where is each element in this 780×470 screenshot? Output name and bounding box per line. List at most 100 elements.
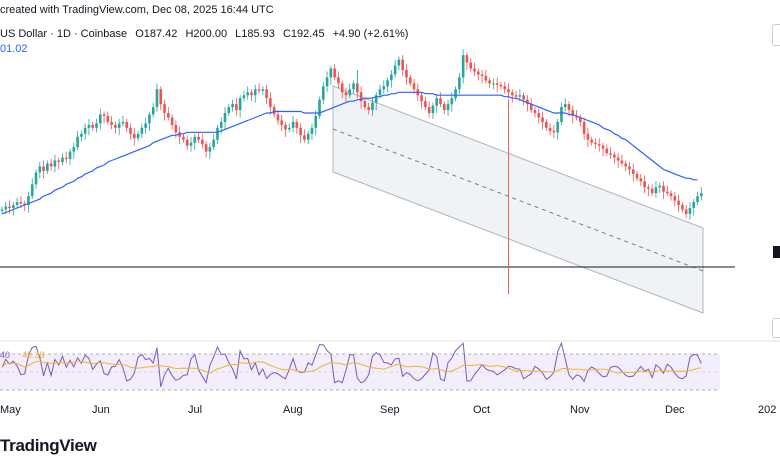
candle-body — [499, 84, 503, 87]
candle-body — [295, 121, 299, 128]
candle-body — [681, 205, 684, 210]
candle-body — [435, 98, 438, 106]
candle-body — [688, 208, 692, 214]
candle-body — [424, 101, 427, 108]
candle-body — [151, 107, 155, 115]
candle-body — [613, 154, 616, 158]
candle-body — [102, 114, 106, 116]
candle-body — [19, 202, 23, 204]
candle-body — [284, 124, 287, 130]
candle-body — [382, 86, 386, 90]
candle-body — [371, 102, 374, 111]
candle-body — [30, 184, 34, 197]
candle-body — [250, 92, 253, 96]
candle-body — [390, 74, 393, 81]
candle-body — [503, 86, 507, 90]
price-scale-button-top[interactable] — [772, 24, 780, 46]
candle-body — [269, 98, 272, 108]
candle-body — [654, 187, 658, 194]
candle-body — [560, 107, 563, 122]
candle-body — [129, 127, 132, 134]
candle-body — [567, 104, 571, 111]
candle-body — [242, 95, 246, 99]
candle-body — [57, 160, 60, 162]
candle-body — [514, 95, 518, 97]
candle-body — [469, 62, 473, 69]
candle-body — [46, 163, 49, 171]
x-tick-jul: Jul — [188, 404, 203, 416]
candle-body — [223, 113, 227, 122]
candle-body — [582, 121, 586, 134]
x-tick-nov: Nov — [570, 404, 590, 416]
candle-body — [4, 206, 8, 210]
candle-body — [367, 107, 370, 111]
change-value: +4.90 (+2.61%) — [332, 28, 409, 40]
candle-body — [136, 133, 140, 139]
candle-body — [121, 121, 125, 124]
candle-body — [594, 142, 597, 145]
candle-body — [83, 127, 87, 134]
candle-body — [571, 110, 575, 116]
candle-body — [322, 86, 325, 100]
candle-body — [265, 89, 268, 99]
candle-body — [310, 127, 314, 134]
candle-body — [333, 68, 336, 78]
candle-body — [556, 121, 559, 133]
x-tick-jun: Jun — [92, 404, 110, 416]
candle-body — [91, 124, 95, 128]
candle-body — [616, 157, 620, 161]
candles-group — [0, 49, 703, 295]
candle-body — [665, 191, 669, 194]
candle-body — [639, 178, 643, 182]
candle-body — [393, 65, 397, 75]
moving-average-line — [1, 91, 698, 215]
candle-body — [473, 68, 476, 72]
candle-body — [49, 163, 53, 167]
candle-body — [563, 104, 567, 108]
candle-body — [12, 205, 15, 208]
candle-body — [110, 121, 113, 125]
candle-body — [148, 114, 151, 124]
candle-body — [216, 127, 219, 140]
candle-body — [684, 209, 688, 214]
candle-body — [511, 92, 514, 96]
chart-attribution: created with TradingView.com, Dec 08, 20… — [0, 4, 274, 16]
candle-body — [38, 166, 42, 173]
candle-body — [484, 75, 488, 81]
candle-body — [0, 209, 4, 211]
candle-body — [420, 95, 423, 102]
candle-body — [27, 196, 30, 206]
candle-body — [696, 196, 699, 203]
candle-body — [522, 95, 525, 100]
candle-body — [325, 77, 329, 87]
x-tick-oct: Oct — [473, 404, 491, 416]
candle-body — [114, 124, 117, 128]
candle-body — [61, 157, 64, 162]
symbol-name[interactable]: US Dollar · 1D · Coinbase — [0, 28, 128, 40]
candle-body — [272, 107, 276, 115]
candle-body — [700, 193, 703, 197]
high-value: H200.00 — [185, 28, 228, 40]
candle-body — [246, 92, 249, 96]
candle-body — [23, 203, 26, 206]
candle-body — [197, 136, 200, 140]
candle-body — [529, 104, 533, 111]
channel-midline — [332, 128, 704, 272]
candle-body — [95, 123, 98, 128]
candle-body — [669, 193, 673, 197]
candle-body — [442, 104, 446, 111]
candle-body — [412, 83, 416, 90]
candle-body — [647, 187, 650, 189]
candle-body — [480, 74, 484, 76]
candle-body — [53, 160, 57, 167]
candle-body — [80, 133, 83, 137]
candle-body — [144, 123, 147, 128]
candle-body — [193, 136, 197, 143]
price-scale-button-bottom[interactable] — [772, 318, 780, 338]
candle-body — [492, 83, 495, 85]
x-tick-may: May — [0, 404, 21, 416]
candle-body — [125, 121, 129, 128]
rsi-line — [1, 341, 702, 387]
candle-body — [439, 98, 442, 105]
